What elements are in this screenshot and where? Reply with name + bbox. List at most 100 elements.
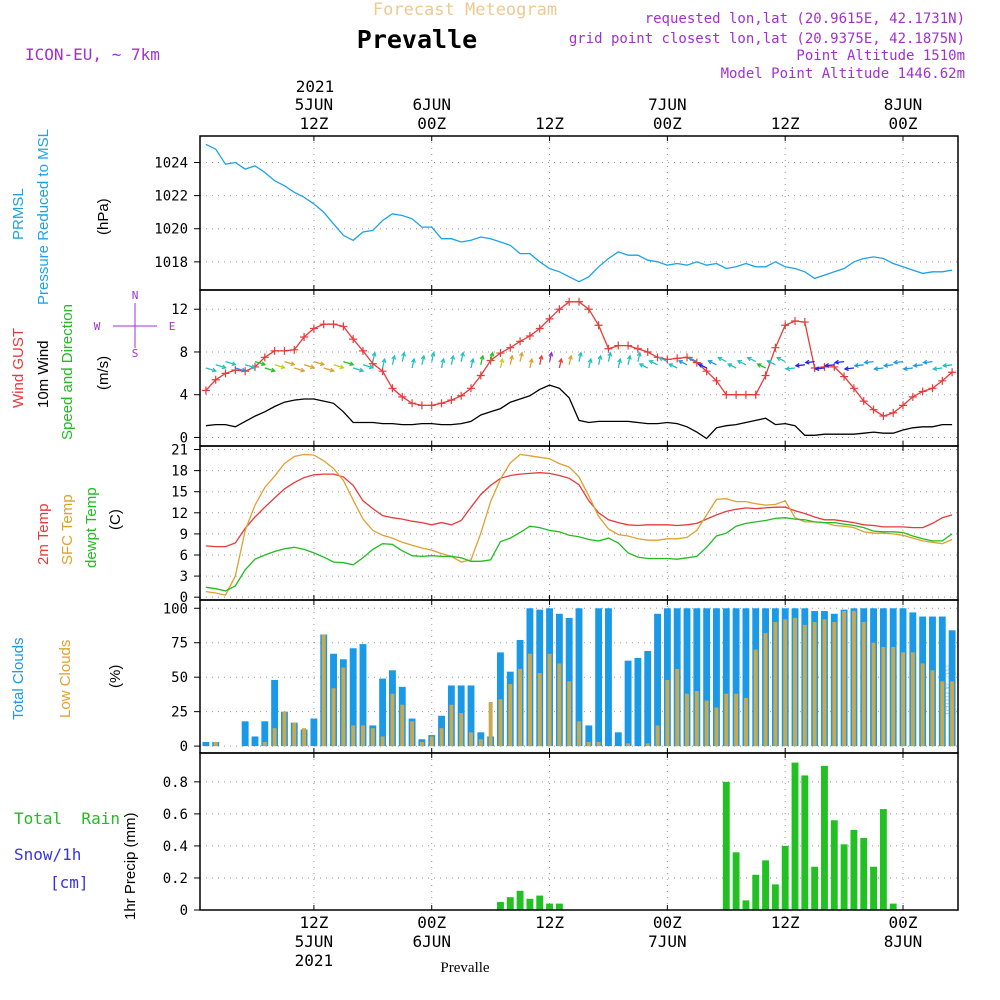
total-cloud-bar bbox=[693, 608, 701, 747]
wind-arrow-head bbox=[707, 360, 713, 365]
gust-marker bbox=[260, 353, 269, 362]
gust-marker bbox=[604, 344, 613, 353]
wind-arrow-head bbox=[290, 361, 296, 367]
wind-arrow-head bbox=[280, 364, 286, 370]
series-line-sfc-temp bbox=[205, 453, 953, 596]
wind-arrow bbox=[678, 360, 688, 366]
rain-bar bbox=[526, 898, 534, 910]
wind-arrow-head bbox=[607, 351, 613, 357]
wind-arrow bbox=[225, 360, 236, 366]
wind-arrow bbox=[264, 367, 275, 372]
gust-marker bbox=[732, 390, 741, 399]
low-cloud-bar bbox=[380, 736, 385, 747]
wind-unit: (m/s) bbox=[95, 356, 112, 390]
top-axis-label: 7JUN bbox=[648, 95, 687, 114]
rain-bar bbox=[771, 884, 779, 910]
gust-marker bbox=[309, 324, 318, 333]
wind-arrow-head bbox=[638, 363, 644, 368]
gust-marker bbox=[545, 314, 554, 323]
low-cloud-bar bbox=[665, 679, 670, 747]
wind-arrow-head bbox=[319, 361, 326, 367]
station-title: Prevalle bbox=[357, 25, 477, 54]
wind-arrow bbox=[639, 363, 649, 369]
gust-marker bbox=[791, 316, 800, 325]
top-axis-label: 8JUN bbox=[884, 95, 923, 114]
gust-marker bbox=[447, 396, 456, 405]
low-cloud-bar bbox=[527, 653, 532, 747]
low-cloud-bar bbox=[547, 653, 552, 747]
y-tick-label: 0.8 bbox=[163, 775, 188, 791]
wind-arrow-head bbox=[717, 356, 723, 362]
rain-bar bbox=[879, 809, 887, 910]
low-cloud-bar bbox=[262, 741, 267, 747]
wind-arrow bbox=[757, 363, 766, 369]
wind-arrow bbox=[854, 364, 864, 367]
rain-bar bbox=[821, 765, 828, 910]
gust-marker bbox=[535, 324, 544, 333]
wind-arrow-head bbox=[892, 359, 898, 365]
total-cloud-bar bbox=[683, 608, 691, 747]
low-cloud-bar bbox=[704, 700, 709, 747]
wind-arrow-head bbox=[329, 367, 335, 373]
wind-arrow bbox=[440, 358, 445, 369]
gust-marker bbox=[879, 412, 888, 421]
wind-arrow bbox=[558, 358, 562, 369]
wind-arrow-head bbox=[766, 360, 772, 365]
total-cloud-bar bbox=[359, 644, 367, 747]
gust-marker bbox=[643, 347, 652, 356]
wind-arrow bbox=[815, 367, 825, 370]
wind-arrow bbox=[480, 355, 484, 365]
gust-marker bbox=[280, 346, 289, 355]
rain-bar bbox=[516, 890, 524, 910]
y-tick-label: 0 bbox=[180, 590, 188, 606]
low-cloud-bar bbox=[469, 732, 473, 747]
total-cloud-bar bbox=[663, 608, 671, 747]
gust-marker bbox=[270, 346, 279, 355]
rain-bar bbox=[781, 845, 789, 910]
low-cloud-bar bbox=[920, 663, 925, 747]
total-cloud-bar bbox=[379, 678, 387, 747]
wind-arrow bbox=[913, 364, 923, 367]
total-cloud-bar bbox=[261, 721, 269, 747]
gust-marker bbox=[771, 343, 780, 352]
wind-arrow bbox=[529, 358, 533, 369]
top-axis-label: 12Z bbox=[771, 114, 800, 133]
wind-arrow-head bbox=[568, 354, 573, 360]
wind-arrow bbox=[548, 352, 553, 362]
wind-arrow-head bbox=[558, 357, 564, 364]
compass-w: W bbox=[94, 320, 101, 333]
gust-marker bbox=[466, 384, 475, 393]
gust-marker bbox=[516, 337, 525, 346]
precip-unit: 1hr Precip (mm) bbox=[122, 812, 139, 920]
wind-arrow-head bbox=[300, 367, 306, 373]
gust-marker bbox=[751, 390, 760, 399]
wind-arrow-head bbox=[756, 363, 762, 368]
wind-arrow-head bbox=[636, 351, 642, 357]
wind-arrow bbox=[460, 352, 464, 362]
low-cloud-bar bbox=[655, 725, 660, 747]
rain-bar bbox=[850, 829, 858, 910]
bottom-axis-label: 00Z bbox=[653, 913, 682, 932]
gust-marker bbox=[349, 335, 358, 344]
y-tick-label: 8 bbox=[180, 345, 188, 361]
wind-arrow bbox=[933, 367, 943, 370]
wind-arrow-head bbox=[440, 357, 446, 364]
wind-arrow bbox=[708, 360, 717, 366]
low-cloud-bar bbox=[871, 642, 876, 747]
wind-arrow-head bbox=[677, 360, 684, 365]
chart-panels: 1018102010221024048120369121518210255075… bbox=[154, 135, 959, 919]
low-cloud-bar bbox=[449, 704, 454, 747]
gust-marker bbox=[859, 397, 868, 406]
y-tick-label: 9 bbox=[180, 527, 188, 543]
low-cloud-bar bbox=[321, 634, 326, 747]
wind-arrow-head bbox=[391, 354, 397, 360]
wind-arrow bbox=[893, 360, 904, 364]
wind-arrow-head bbox=[251, 364, 257, 370]
low-cloud-bar bbox=[930, 670, 935, 747]
rain-bar bbox=[546, 903, 553, 910]
gust-marker bbox=[339, 322, 348, 331]
y-tick-label: 75 bbox=[171, 636, 188, 652]
low-cloud-bar bbox=[498, 699, 503, 747]
wind-arrow bbox=[235, 367, 246, 372]
